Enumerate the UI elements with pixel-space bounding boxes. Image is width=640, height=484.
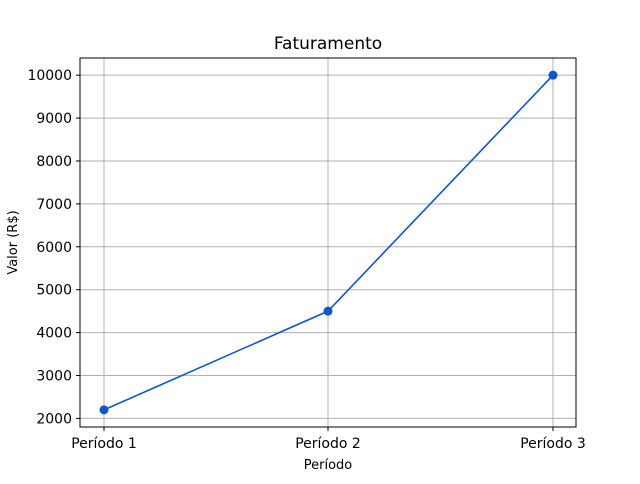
y-tick-label: 7000 — [36, 197, 72, 213]
y-tick-label: 9000 — [36, 111, 72, 127]
x-axis-label: Período — [304, 458, 353, 473]
x-tick-label: Período 2 — [295, 436, 361, 452]
y-axis-ticks: 2000 3000 4000 5000 6000 7000 8000 9000 10000 — [27, 68, 80, 427]
data-point-3 — [548, 70, 558, 80]
x-axis-ticks: Período 1 Período 2 Período 3 — [71, 427, 586, 452]
x-tick-label: Período 3 — [520, 436, 586, 452]
data-point-2 — [323, 306, 333, 316]
y-tick-label: 4000 — [36, 326, 72, 342]
y-tick-label: 3000 — [36, 369, 72, 385]
chart-title: Faturamento — [274, 34, 382, 54]
data-point-1 — [99, 405, 109, 415]
y-tick-label: 10000 — [27, 68, 72, 84]
y-tick-label: 6000 — [36, 240, 72, 256]
y-axis-label: Valor (R$) — [6, 210, 21, 274]
grid-lines — [80, 58, 576, 427]
y-tick-label: 2000 — [36, 411, 72, 427]
y-tick-label: 8000 — [36, 154, 72, 170]
series-layer — [99, 70, 558, 415]
y-tick-label: 5000 — [36, 283, 72, 299]
x-tick-label: Período 1 — [71, 436, 137, 452]
